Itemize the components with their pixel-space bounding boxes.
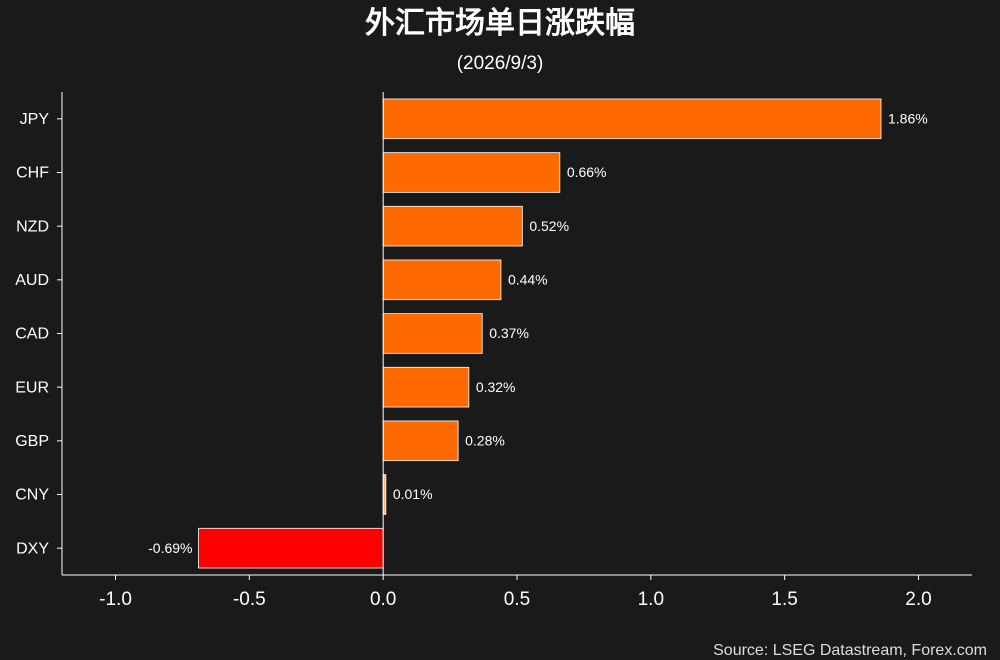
bar — [382, 366, 470, 408]
source-note: Source: LSEG Datastream, Forex.com — [713, 642, 987, 659]
bar — [382, 205, 523, 247]
value-label: 0.32% — [476, 379, 516, 395]
bar — [198, 527, 384, 569]
y-tick-label: NZD — [16, 218, 49, 235]
y-tick-label: GBP — [15, 433, 49, 450]
value-label: 0.44% — [508, 272, 548, 288]
y-tick-label: AUD — [15, 272, 49, 289]
bar — [382, 313, 483, 354]
x-tick-label: 2.0 — [905, 589, 931, 610]
y-tick-label: CNY — [15, 487, 49, 504]
x-tick-label: 0.5 — [504, 589, 530, 610]
y-tick-label: EUR — [15, 379, 49, 396]
y-tick-label: CHF — [16, 165, 49, 182]
value-label: 0.52% — [529, 218, 569, 234]
chart-title: 外汇市场单日涨跌幅 — [365, 6, 635, 40]
value-label: 0.01% — [393, 486, 433, 502]
chart-subtitle: (2026/9/3) — [457, 53, 544, 74]
y-tick-label: JPY — [20, 111, 50, 128]
x-tick-label: 0.0 — [370, 589, 396, 610]
value-label: 1.86% — [888, 111, 928, 127]
value-label: 0.37% — [489, 325, 529, 341]
value-label: 0.66% — [567, 164, 607, 180]
value-label: 0.28% — [465, 433, 505, 449]
x-tick-label: -0.5 — [233, 589, 266, 610]
x-tick-label: 1.5 — [771, 589, 797, 610]
x-tick-label: -1.0 — [99, 589, 132, 610]
y-tick-label: DXY — [16, 540, 49, 557]
bar — [382, 420, 459, 462]
value-label: -0.69% — [148, 540, 192, 556]
x-tick-label: 1.0 — [638, 589, 664, 610]
bar — [382, 152, 561, 193]
bar — [382, 259, 502, 301]
y-tick-label: CAD — [15, 326, 49, 343]
bar — [382, 98, 882, 140]
